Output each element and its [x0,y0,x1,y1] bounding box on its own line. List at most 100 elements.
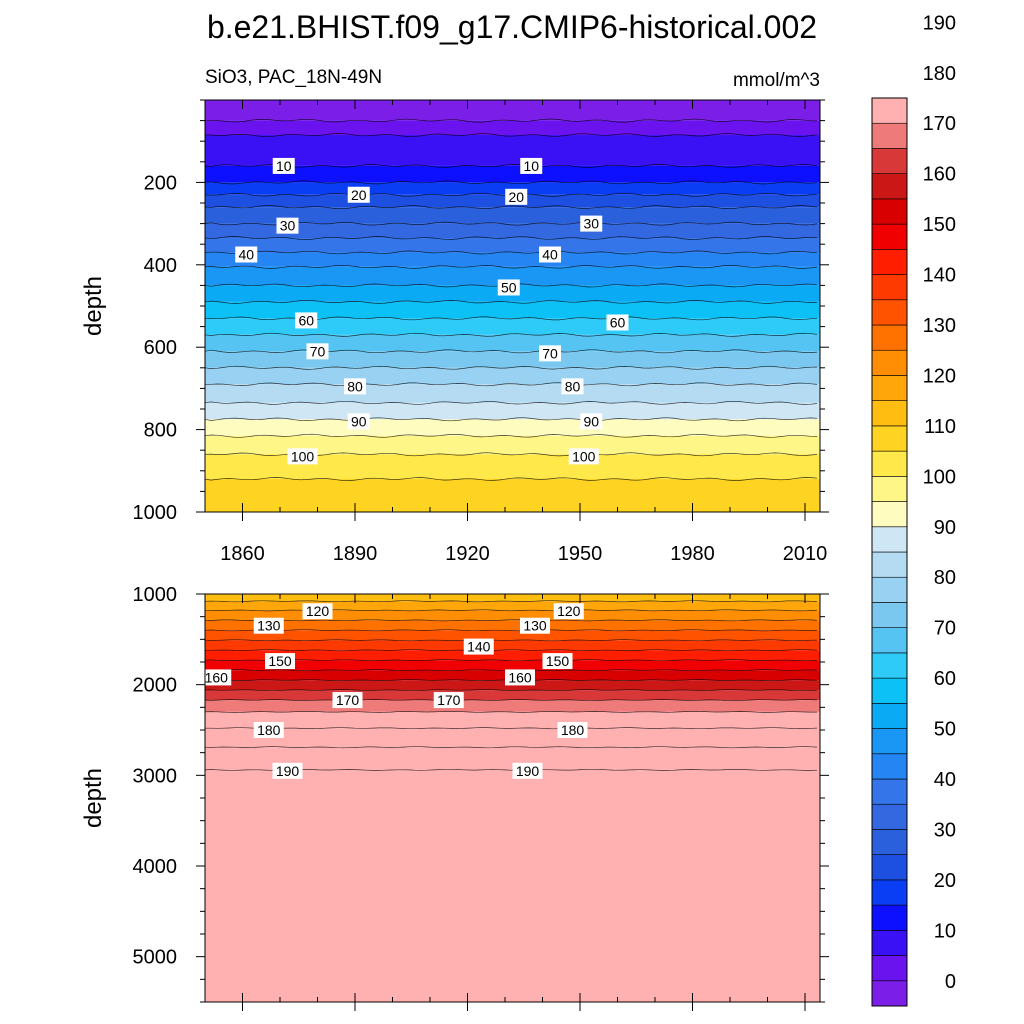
xtick-label-1890: 1890 [333,543,378,565]
colorbar-label-10: 10 [934,920,956,942]
colorbar-swatch-17 [871,551,908,578]
svg-text:60: 60 [298,312,314,328]
upper-contour-label-0: 10 [272,157,295,174]
colorbar-swatch-14 [871,627,908,654]
lower-band-11 [205,700,820,712]
colorbar-label-70: 70 [934,618,956,640]
lower-contour-line-1 [205,600,818,603]
svg-text:190: 190 [516,763,540,779]
upper-band-6 [205,207,820,224]
colorbar-swatch-30 [871,223,908,250]
svg-text:80: 80 [565,378,581,394]
upper-band-3 [205,165,820,183]
colorbar-label-100: 100 [923,466,956,488]
upper-contour-line-9 [205,250,818,255]
upper-contour-label-10: 60 [606,314,629,331]
colorbar-swatch-28 [871,274,908,301]
colorbar-label-170: 170 [923,113,956,135]
colorbar-label-40: 40 [934,769,956,791]
upper-contour-label-1: 10 [520,157,543,174]
svg-text:70: 70 [310,343,326,359]
upper-contour-label-11: 70 [306,343,329,360]
xtick-label-1920: 1920 [445,543,490,565]
upper-contour-line-4 [205,180,818,185]
upper-band-20 [205,435,820,455]
svg-text:150: 150 [546,653,570,669]
colorbar-label-20: 20 [934,870,956,892]
svg-text:60: 60 [610,314,626,330]
colorbar-swatch-4 [871,879,908,906]
svg-text:100: 100 [572,448,596,464]
lower-contour-label-3: 130 [520,617,550,634]
svg-text:40: 40 [238,247,254,263]
upper-contour-line-10 [205,264,818,269]
colorbar-label-140: 140 [923,265,956,287]
units-label: mmol/m^3 [733,70,820,91]
svg-text:50: 50 [501,279,517,295]
colorbar-swatch-10 [871,728,908,755]
colorbar-swatch-7 [871,803,908,830]
colorbar-label-50: 50 [934,719,956,741]
colorbar-label-30: 30 [934,819,956,841]
upper-band-7 [205,223,820,239]
lower-contour-line-11 [205,699,818,702]
svg-text:180: 180 [257,722,281,738]
lower-contour-label-5: 150 [265,653,295,670]
lower-contour-label-4: 140 [463,638,494,655]
svg-text:100: 100 [291,448,315,464]
upper-ytick-label-800: 800 [144,420,177,442]
upper-band-16 [205,367,820,385]
colorbar-swatch-2 [871,930,908,956]
upper-contour-label-12: 70 [539,345,561,362]
lower-contour-label-6: 150 [542,653,573,670]
colorbar-swatch-23 [871,400,908,427]
svg-text:190: 190 [276,763,300,779]
lower-contour-label-2: 130 [253,617,284,634]
upper-band-15 [205,351,820,368]
lower-band-6 [205,650,820,661]
upper-panel: 10 10 20 20 30 30 40 40 50 60 60 70 70 80 80 90 90 100 100… [80,99,829,565]
colorbar-swatch-35 [871,97,908,124]
colorbar-swatch-16 [871,576,908,603]
xtick-label-1980: 1980 [670,543,715,565]
colorbar-swatch-27 [871,299,908,326]
upper-ytick-label-1000: 1000 [133,502,178,524]
xtick-label-2010: 2010 [783,543,828,565]
upper-contour-label-15: 90 [347,413,370,430]
lower-contour-line-14 [205,746,818,749]
upper-contour-line-7 [205,221,818,226]
colorbar-swatch-18 [871,526,908,553]
svg-text:170: 170 [437,692,461,708]
upper-band-12 [205,301,820,319]
colorbar-swatch-15 [871,602,908,628]
svg-text:150: 150 [268,653,292,669]
upper-contour-label-3: 20 [505,188,528,205]
svg-text:40: 40 [542,247,558,263]
lower-contour-label-13: 190 [272,762,303,779]
lower-contour-line-12 [205,710,817,713]
lower-contour-line-3 [205,619,818,622]
upper-contour-label-4: 30 [276,217,299,234]
upper-contour-label-16: 90 [580,413,603,430]
colorbar-label-110: 110 [924,416,956,438]
lower-band-1 [205,601,820,611]
svg-text:120: 120 [557,603,581,619]
lower-contour-line-6 [205,649,818,652]
colorbar-label-60: 60 [934,668,956,690]
figure-title: b.e21.BHIST.f09_g17.CMIP6-historical.002 [207,9,817,45]
colorbar-swatch-26 [871,324,908,351]
upper-band-22 [205,479,820,512]
upper-contour-label-17: 100 [287,448,318,465]
svg-text:70: 70 [542,345,558,361]
upper-contour-line-8 [205,236,818,240]
colorbar-swatch-13 [871,652,908,679]
colorbar-swatch-29 [871,249,908,275]
svg-text:160: 160 [508,669,532,685]
svg-text:20: 20 [508,189,524,205]
colorbar-swatch-20 [871,476,908,502]
upper-contour-label-9: 60 [295,312,318,329]
colorbar-label-150: 150 [923,214,956,236]
upper-contour-label-7: 40 [539,246,561,263]
upper-band-18 [205,402,820,420]
